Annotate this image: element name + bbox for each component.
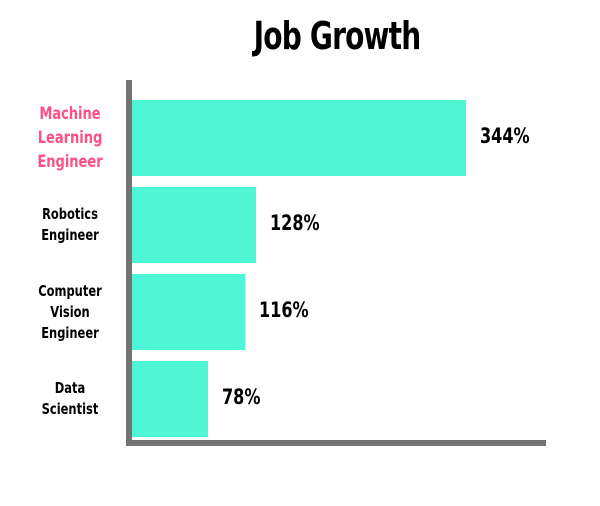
value-label: 344% <box>480 124 530 148</box>
y-axis-line <box>126 80 132 446</box>
category-label: Machine Learning Engineer <box>37 104 103 172</box>
value-label: 116% <box>259 298 309 322</box>
category-label: Data Scientist <box>41 379 99 418</box>
value-label: 78% <box>222 385 261 409</box>
category-label: Computer Vision Engineer <box>38 281 102 342</box>
category-label: Robotics Engineer <box>41 205 99 244</box>
bar <box>132 100 466 176</box>
value-label: 128% <box>270 211 320 235</box>
bar <box>132 187 256 263</box>
chart-title: Job Growth <box>253 14 421 58</box>
x-axis-line <box>126 440 546 446</box>
bar <box>132 274 245 350</box>
bar <box>132 361 208 437</box>
